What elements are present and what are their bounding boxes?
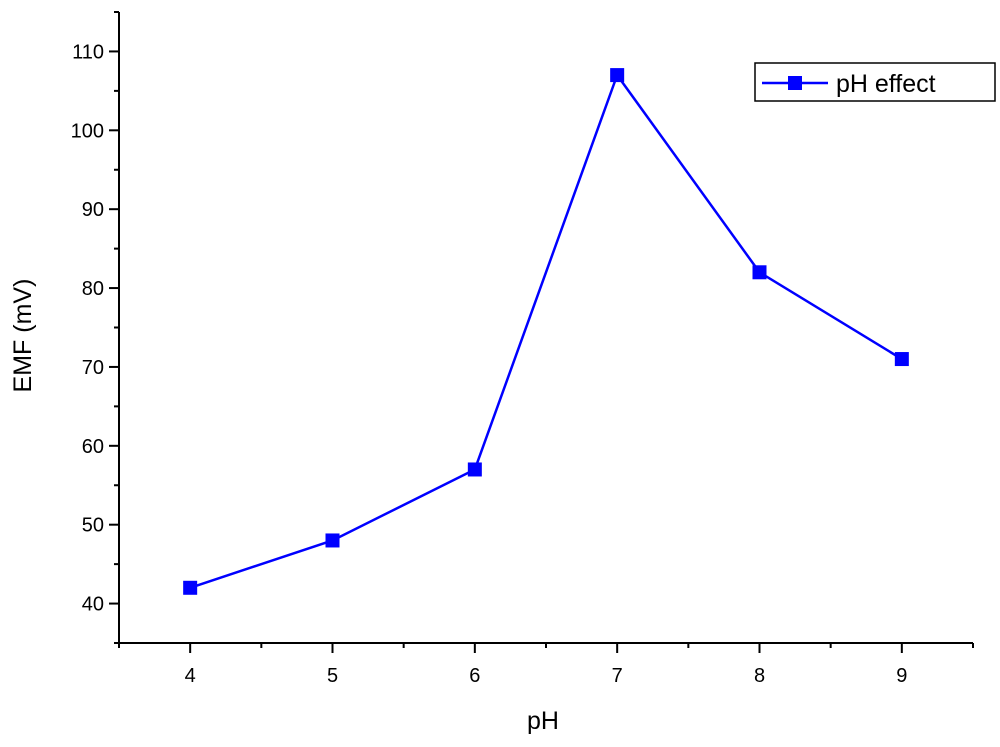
- x-axis-title: pH: [527, 707, 559, 735]
- x-tick-label: 6: [469, 665, 480, 687]
- data-point: [610, 68, 625, 83]
- y-tick-label: 90: [82, 199, 104, 221]
- data-point: [467, 462, 482, 477]
- y-tick-label: 50: [82, 515, 104, 537]
- axes: [118, 12, 973, 644]
- legend-label: pH effect: [836, 70, 936, 98]
- y-tick-label: 60: [82, 436, 104, 458]
- x-tick-label: 5: [327, 665, 338, 687]
- y-tick-label: 70: [82, 357, 104, 379]
- y-tick-label: 40: [82, 594, 104, 616]
- x-tick-label: 8: [754, 665, 765, 687]
- legend-marker-swatch: [788, 76, 802, 90]
- x-tick-label: 4: [185, 665, 196, 687]
- y-tick-label: 110: [72, 41, 104, 63]
- legend: pH effect: [754, 62, 996, 102]
- x-ticks: 4 5 6 7 8 9: [118, 643, 974, 687]
- y-tick-label: 80: [82, 278, 104, 300]
- x-tick-label: 9: [896, 665, 907, 687]
- y-ticks: 40 50 60 70 80 90 100 110: [71, 11, 119, 644]
- series-layer: [183, 68, 909, 595]
- data-point: [183, 580, 198, 595]
- data-point: [894, 352, 909, 367]
- data-point: [325, 533, 340, 548]
- series-line: [189, 72, 903, 589]
- y-tick-label: 100: [71, 120, 104, 142]
- data-point: [752, 265, 767, 280]
- y-axis-title: EMF (mV): [9, 279, 37, 393]
- x-tick-label: 7: [612, 665, 623, 687]
